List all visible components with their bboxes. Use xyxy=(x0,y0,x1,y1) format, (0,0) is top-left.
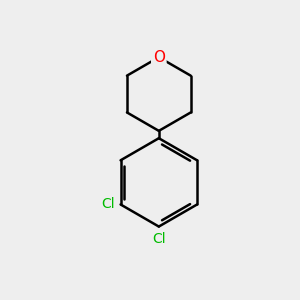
Text: Cl: Cl xyxy=(102,197,115,212)
Text: O: O xyxy=(153,50,165,65)
Text: Cl: Cl xyxy=(152,232,166,246)
